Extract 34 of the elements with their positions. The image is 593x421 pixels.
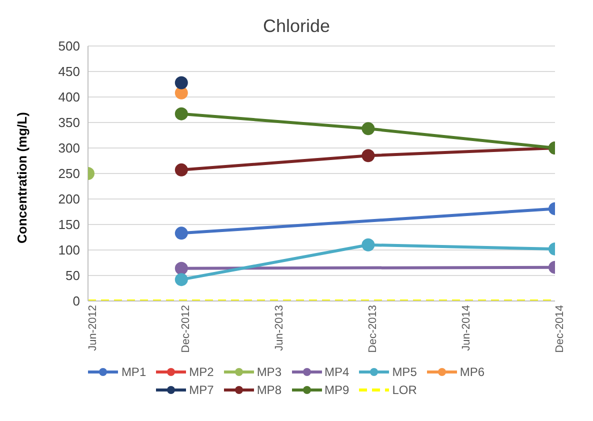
legend-label: LOR	[392, 383, 417, 397]
x-tick-label: Jun-2012	[86, 305, 99, 351]
legend-label: MP4	[324, 365, 350, 379]
legend-label: MP6	[460, 365, 485, 379]
y-tick-label: 350	[58, 115, 80, 130]
x-tick-label: Jun-2013	[274, 305, 286, 351]
legend-label: MP1	[121, 365, 146, 379]
point	[174, 76, 188, 90]
x-tick-label: Jun-2014	[460, 305, 472, 351]
y-tick-label: 250	[58, 166, 80, 182]
chart-title: Chloride	[262, 15, 332, 38]
x-tick-label: Dec-2013	[367, 305, 380, 353]
y-tick-label: 500	[58, 38, 80, 54]
y-tick-label: 400	[58, 90, 80, 105]
y-tick-label: 0	[72, 294, 80, 309]
legend-label: MP3	[256, 365, 282, 379]
x-tick-label: Dec-2012	[180, 305, 192, 353]
legend-label: MP7	[189, 383, 214, 397]
legend-label: MP5	[392, 365, 417, 379]
legend-label: MP2	[189, 365, 214, 379]
y-tick-label: 450	[58, 64, 80, 80]
point	[174, 163, 188, 176]
point	[174, 273, 188, 286]
x-tick-label: Dec-2014	[554, 305, 566, 353]
point	[174, 107, 188, 120]
y-tick-label: 200	[58, 192, 80, 207]
y-tick-label: 150	[58, 217, 80, 232]
y-axis-title: Concentration (mg/L)	[14, 112, 30, 244]
point	[174, 86, 188, 100]
legend-label: MP8	[256, 383, 282, 397]
legend-label: MP9	[324, 383, 350, 397]
y-tick-label: 300	[58, 140, 80, 156]
y-tick-label: 100	[58, 242, 80, 258]
y-tick-label: 50	[66, 268, 80, 284]
